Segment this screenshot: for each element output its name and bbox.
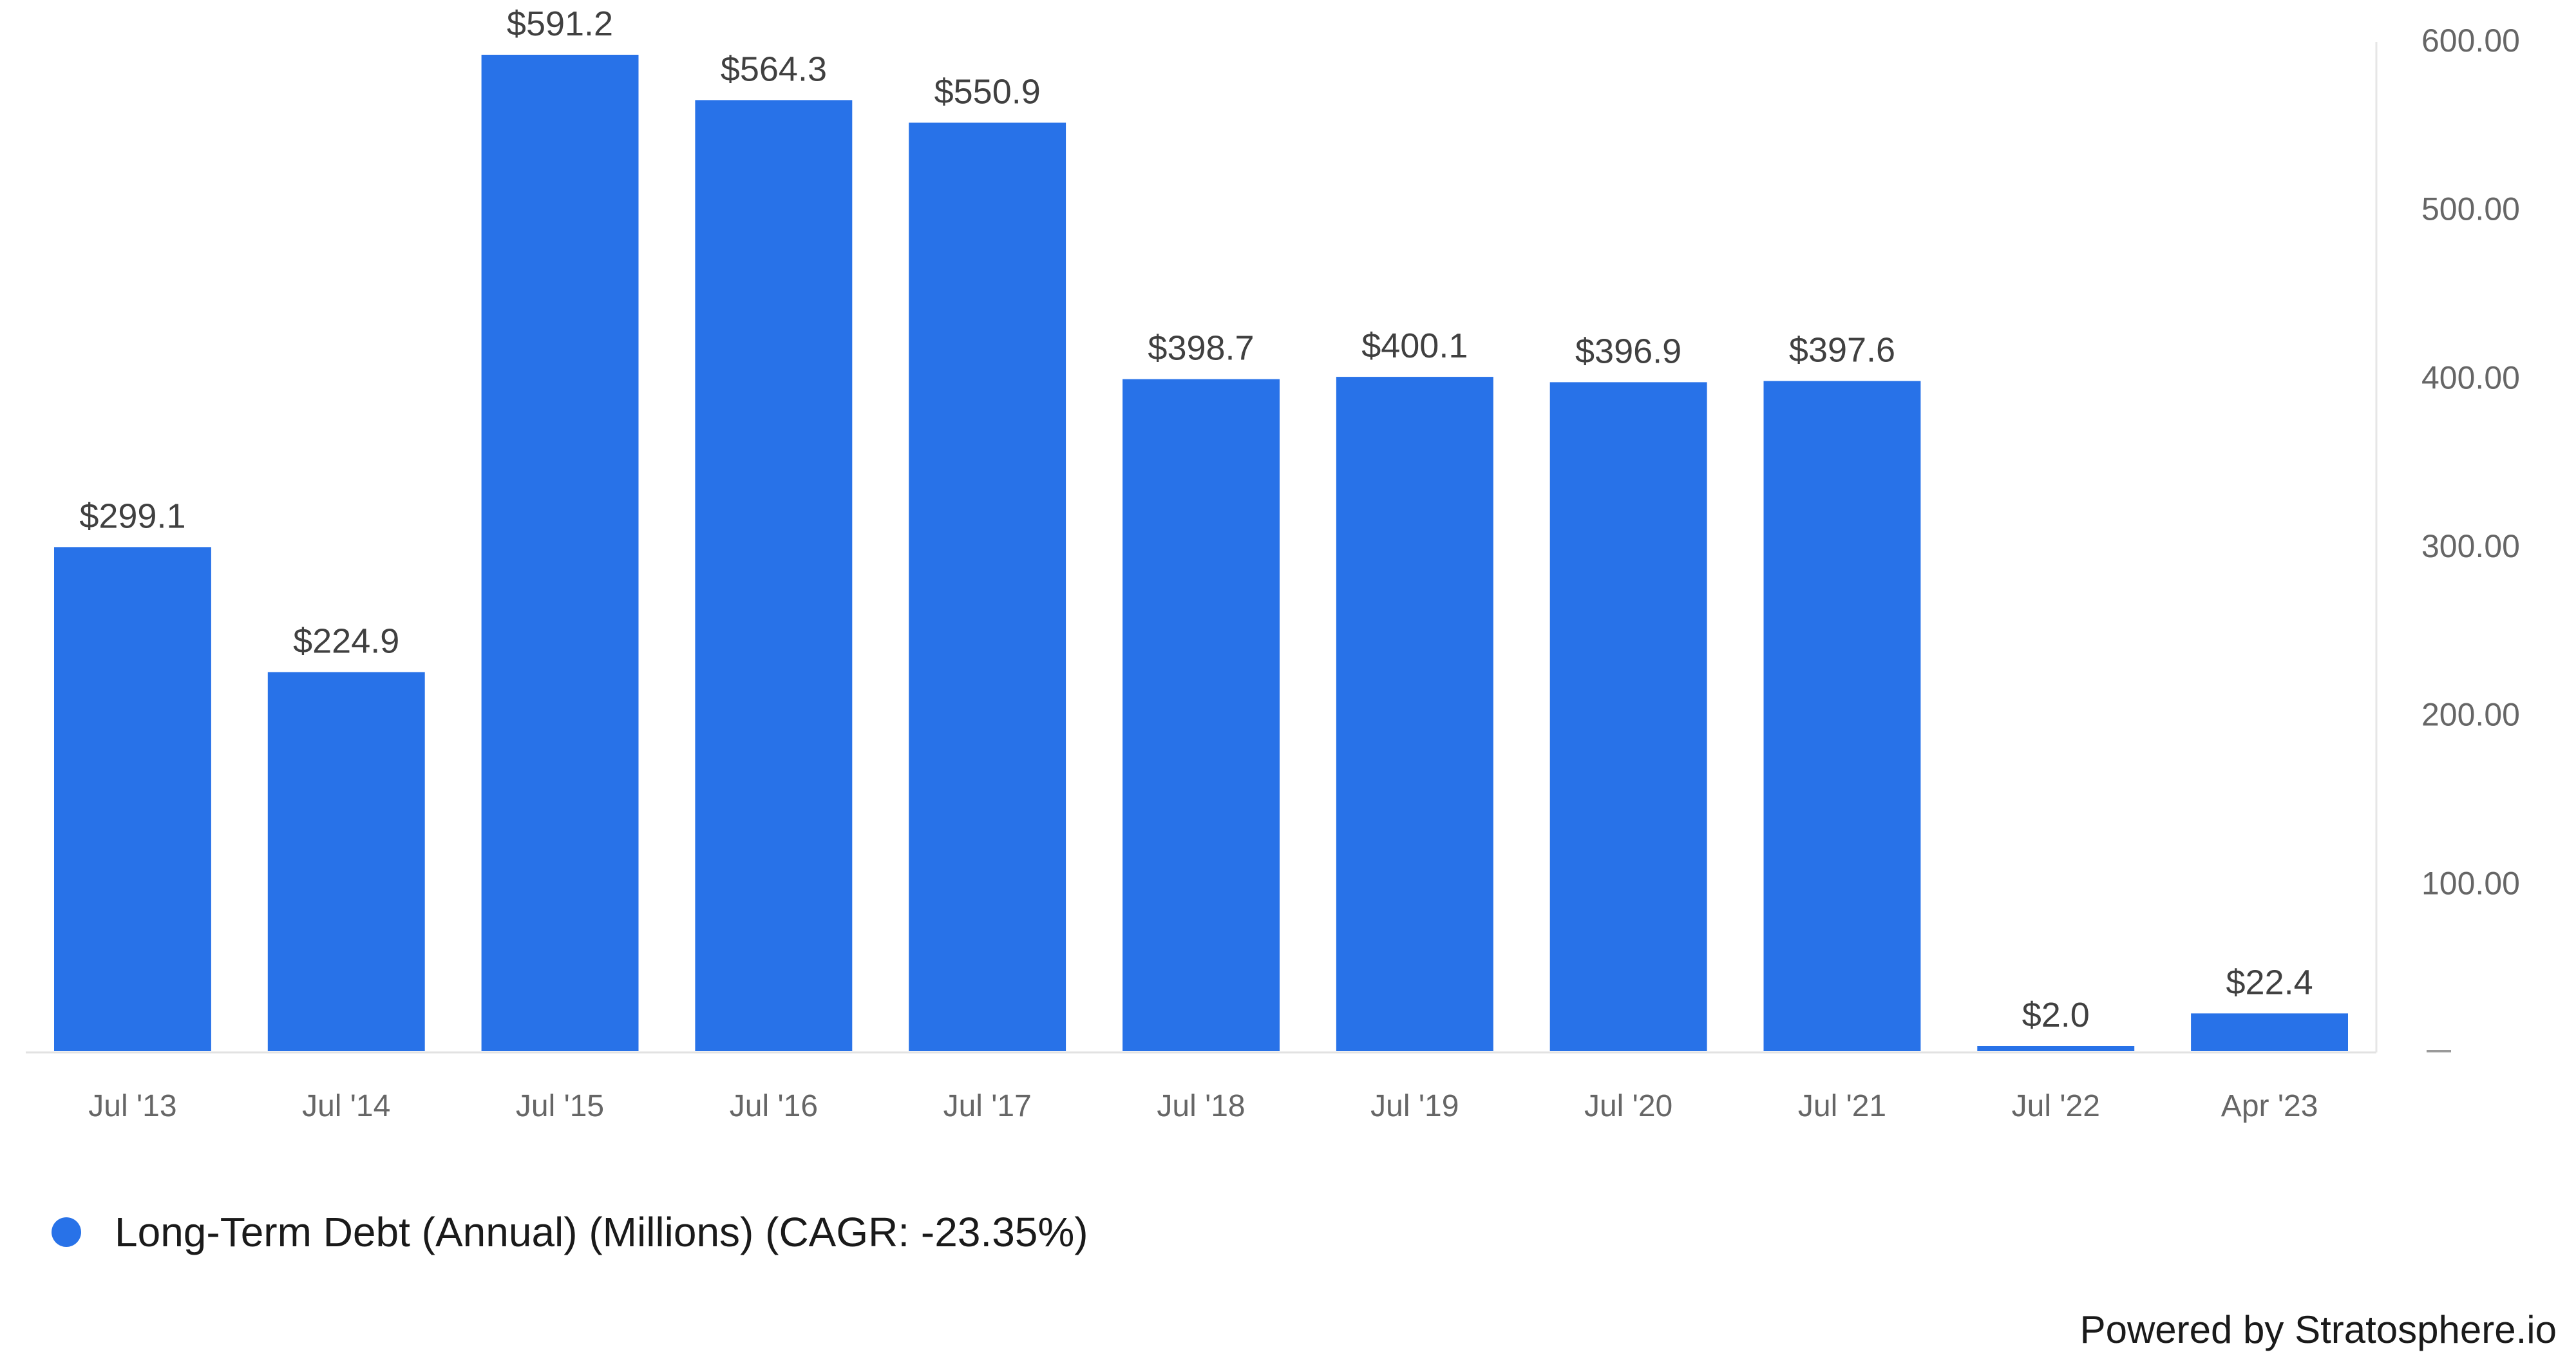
data-label: $591.2 bbox=[507, 5, 613, 43]
bar[interactable] bbox=[481, 55, 639, 1051]
x-tick-label: Jul '13 bbox=[88, 1089, 176, 1123]
bar[interactable] bbox=[1549, 382, 1707, 1051]
x-tick-label: Jul '18 bbox=[1157, 1089, 1245, 1123]
x-tick-label: Apr '23 bbox=[2221, 1089, 2318, 1123]
legend-marker-icon bbox=[52, 1217, 81, 1247]
legend[interactable]: Long-Term Debt (Annual) (Millions) (CAGR… bbox=[52, 1203, 1088, 1261]
bar[interactable] bbox=[1977, 1046, 2135, 1051]
y-tick-label: 400.00 bbox=[2421, 359, 2520, 395]
data-label: $397.6 bbox=[1789, 331, 1895, 370]
data-label: $396.9 bbox=[1575, 332, 1681, 370]
bar[interactable] bbox=[695, 100, 853, 1051]
y-tick-label: 300.00 bbox=[2421, 528, 2520, 564]
y-tick-label: 500.00 bbox=[2421, 191, 2520, 227]
bar[interactable] bbox=[54, 547, 211, 1051]
powered-by-credit: Powered by Stratosphere.io bbox=[2079, 1308, 2557, 1351]
y-tick-label: 200.00 bbox=[2421, 697, 2520, 733]
y-tick-label: 600.00 bbox=[2421, 23, 2520, 59]
data-label: $299.1 bbox=[79, 497, 185, 535]
x-tick-label: Jul '15 bbox=[516, 1089, 604, 1123]
x-tick-label: Jul '17 bbox=[943, 1089, 1032, 1123]
x-tick-label: Jul '16 bbox=[730, 1089, 818, 1123]
bar[interactable] bbox=[267, 672, 425, 1052]
x-tick-label: Jul '20 bbox=[1584, 1089, 1672, 1123]
x-tick-label: Jul '22 bbox=[2012, 1089, 2100, 1123]
bar[interactable] bbox=[1763, 381, 1921, 1051]
data-label: $224.9 bbox=[293, 622, 399, 661]
bar[interactable] bbox=[1336, 377, 1493, 1051]
data-label: $550.9 bbox=[934, 73, 1041, 111]
x-tick-label: Jul '14 bbox=[302, 1089, 390, 1123]
bars-layer bbox=[54, 55, 2348, 1052]
bar[interactable] bbox=[1122, 379, 1280, 1052]
x-tick-label: Jul '21 bbox=[1798, 1089, 1886, 1123]
data-label: $398.7 bbox=[1148, 329, 1254, 368]
data-label: $22.4 bbox=[2226, 963, 2313, 1002]
data-label: $400.1 bbox=[1361, 327, 1468, 365]
data-label: $564.3 bbox=[721, 50, 827, 88]
bar-chart: $299.1 $224.9 $591.2 $564.3 $550.9 $398.7 $400… bbox=[26, 5, 2520, 1123]
x-tick-label: Jul '19 bbox=[1370, 1089, 1459, 1123]
data-labels-layer: $299.1 $224.9 $591.2 $564.3 $550.9 $398.7 $400… bbox=[79, 5, 2313, 1034]
bar[interactable] bbox=[2191, 1013, 2348, 1051]
legend-label: Long-Term Debt (Annual) (Millions) (CAGR… bbox=[115, 1209, 1088, 1255]
y-tick-label: 100.00 bbox=[2421, 865, 2520, 901]
data-label: $2.0 bbox=[2022, 996, 2090, 1034]
y-axis: 100.00 200.00 300.00 400.00 500.00 600.00 bbox=[2375, 23, 2520, 1052]
x-axis: Jul '13 Jul '14 Jul '15 Jul '16 Jul '17 Jul '… bbox=[26, 1051, 2376, 1123]
bar[interactable] bbox=[909, 122, 1066, 1052]
